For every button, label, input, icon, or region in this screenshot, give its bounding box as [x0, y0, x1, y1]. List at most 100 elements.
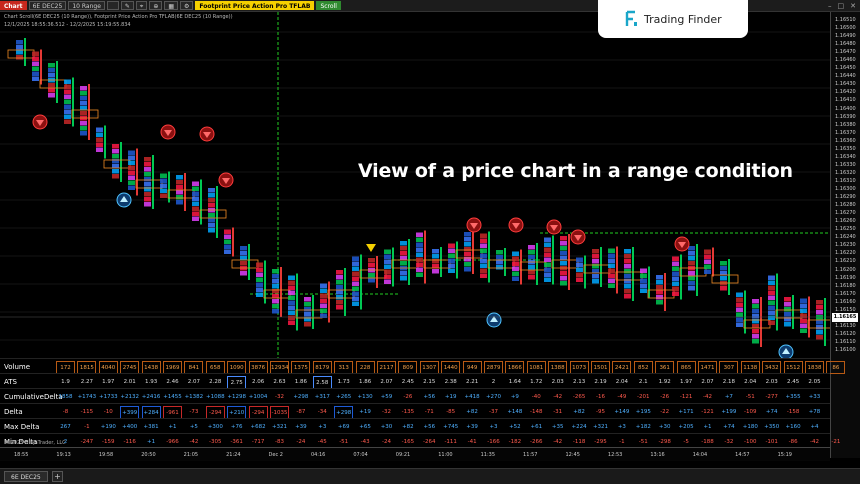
- candle-body: [568, 234, 570, 290]
- table-cell: +61: [530, 424, 543, 430]
- footprint-cell: [464, 267, 471, 272]
- table-cell: 2.03: [765, 379, 778, 385]
- time-tick-label: 15:19: [777, 452, 792, 458]
- footprint-cell: [416, 257, 423, 262]
- price-chart-area[interactable]: [0, 12, 830, 358]
- table-cell: +199: [721, 409, 737, 415]
- table-cell: 86: [826, 361, 846, 374]
- maximize-icon[interactable]: □: [837, 2, 845, 10]
- table-cell: -32: [724, 439, 734, 445]
- footprint-cell: [448, 253, 455, 258]
- row-label: CumulativeDelta: [4, 393, 63, 401]
- toolbar-tool-button[interactable]: ⊕: [149, 1, 163, 10]
- table-cell: 1.97: [679, 379, 693, 385]
- candle-body: [680, 254, 682, 300]
- candle-body: [504, 248, 506, 276]
- table-cell: 1.93: [144, 379, 158, 385]
- time-tick-label: 14:57: [735, 452, 750, 458]
- table-cell: +9: [510, 394, 519, 400]
- table-cell: +74: [765, 409, 778, 415]
- footprint-cell: [736, 317, 743, 322]
- footprint-cell: [624, 254, 631, 259]
- footprint-cell: [336, 305, 343, 310]
- table-cell: 2.45: [786, 379, 800, 385]
- chart-menu-button[interactable]: Chart: [0, 1, 27, 10]
- table-cell: -85: [446, 409, 456, 415]
- yellow-marker-icon: [366, 244, 376, 252]
- time-axis[interactable]: 18:55 19:13 19:58 20:50 21:05 21:24 Dec 2 04:16…: [0, 447, 830, 461]
- footprint-cell: [528, 275, 535, 280]
- candle-body: [24, 38, 26, 66]
- bar-type-selector[interactable]: 10 Range: [68, 1, 105, 10]
- footprint-cell: [384, 254, 391, 259]
- footprint-cell: [768, 310, 775, 315]
- close-icon[interactable]: ✕: [850, 2, 856, 10]
- candle-body: [456, 241, 458, 279]
- price-tick-label: 1.16130: [835, 322, 856, 329]
- footprint-cell: [496, 260, 503, 265]
- table-cell: +149: [614, 409, 630, 415]
- table-cell: +130: [357, 394, 373, 400]
- table-cell: -116: [123, 439, 136, 445]
- footprint-cell: [224, 229, 231, 234]
- footprint-cell: [800, 303, 807, 308]
- footprint-cell: [288, 305, 295, 310]
- footprint-cell: [592, 264, 599, 269]
- table-cell: -135: [401, 409, 415, 415]
- footprint-cell: [288, 300, 295, 305]
- footprint-cell: [336, 290, 343, 295]
- footprint-cell: [752, 339, 759, 344]
- footprint-cell: [272, 274, 279, 279]
- table-cell: -40: [531, 394, 541, 400]
- time-tick-label: 20:50: [141, 452, 156, 458]
- toolbar-tool-button[interactable]: ✎: [120, 1, 134, 10]
- footprint-cell: [480, 238, 487, 243]
- footprint-cell: [464, 262, 471, 267]
- add-tab-button[interactable]: +: [52, 471, 63, 482]
- table-cell: 1.92: [658, 379, 671, 385]
- footprint-cell: [416, 262, 423, 267]
- footprint-chart[interactable]: [0, 12, 830, 358]
- footprint-cell: [176, 175, 183, 180]
- table-cell: 1.72: [530, 379, 543, 385]
- table-cell: +205: [678, 424, 694, 430]
- chart-tab-6e-dec25[interactable]: 6E DEC25: [4, 471, 48, 482]
- candle-body: [152, 155, 154, 209]
- price-tick-label: 1.16310: [835, 177, 856, 184]
- table-row: Min Delta 2 -247 -159 -116 +1 -966 -42 -305 -361 -…: [0, 433, 840, 448]
- table-cell: 2.27: [80, 379, 94, 385]
- footprint-cell: [768, 295, 775, 300]
- price-tick-label: 1.16150: [835, 306, 856, 313]
- toolbar-tool-button[interactable]: ▦: [164, 1, 179, 10]
- footprint-cell: [672, 256, 679, 261]
- toolbar-tool-button[interactable]: ⌖: [135, 1, 148, 10]
- footprint-cell: [272, 309, 279, 314]
- footprint-cell: [448, 263, 455, 268]
- price-axis[interactable]: 1.16510 1.16500 1.16490 1.16480 1.16470 1.164…: [830, 12, 860, 458]
- footprint-cell: [48, 63, 55, 68]
- indicator-title-badge[interactable]: Footprint Price Action Pro TFLAB: [195, 1, 315, 10]
- table-cell: +76: [230, 424, 243, 430]
- footprint-cell: [352, 281, 359, 286]
- footprint-cell: [768, 315, 775, 320]
- footprint-cell: [192, 196, 199, 201]
- footprint-cell: [144, 187, 151, 192]
- scroll-button[interactable]: Scroll: [316, 1, 341, 10]
- footprint-cell: [208, 198, 215, 203]
- footprint-cell: [208, 188, 215, 193]
- candle-body: [632, 247, 634, 301]
- time-tick-label: 18:55: [14, 452, 29, 458]
- footprint-cell: [736, 297, 743, 302]
- candle-body: [472, 230, 474, 274]
- candle-body: [184, 173, 186, 211]
- minimize-icon[interactable]: –: [828, 2, 832, 10]
- toolbar-tool-button[interactable]: ⚙: [180, 1, 194, 10]
- table-cell: -295: [594, 439, 607, 445]
- price-tick-label: 1.16170: [835, 290, 856, 297]
- price-tick-label: 1.16500: [835, 25, 856, 32]
- instrument-selector[interactable]: 6E DEC25: [28, 1, 67, 10]
- table-cell: 2.01: [123, 379, 136, 385]
- price-tick-label: 1.16100: [835, 347, 856, 353]
- footprint-cell: [720, 261, 727, 266]
